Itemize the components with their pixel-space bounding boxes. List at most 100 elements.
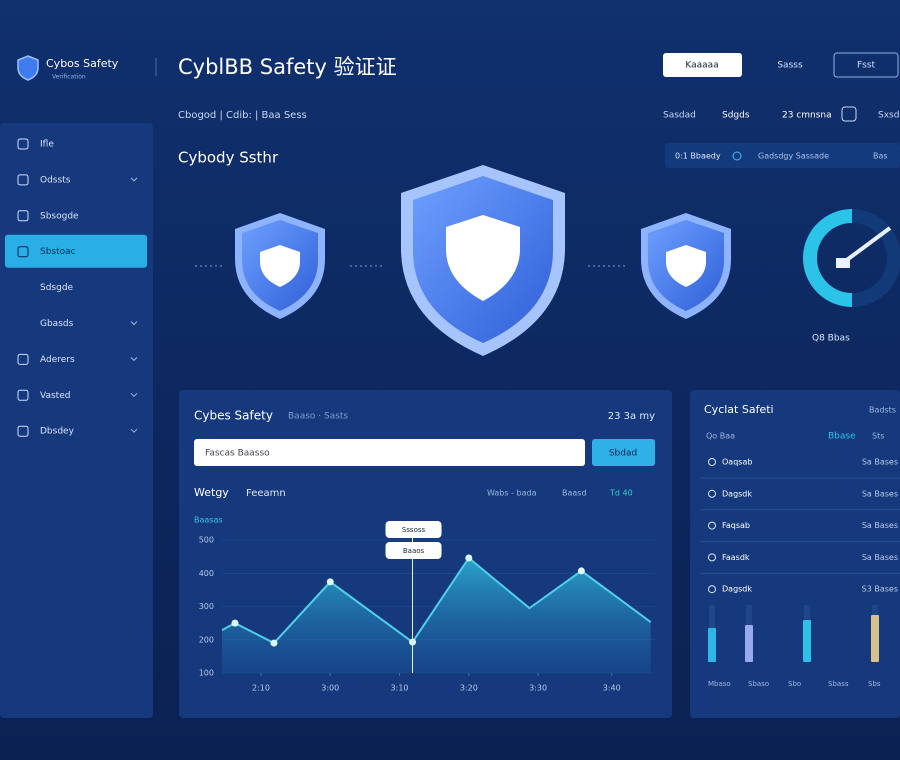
x-tick-label: 2:10 — [252, 684, 270, 693]
point — [465, 554, 473, 562]
tooltip-title: Sssoss — [402, 526, 426, 534]
row-icon — [708, 521, 716, 530]
x-tick-label: 3:10 — [391, 684, 409, 693]
outline-button-label[interactable]: Fsst — [857, 61, 876, 71]
activity-label: Sbaso — [748, 680, 769, 688]
gauge-label: Q8 Bbas — [812, 334, 850, 344]
top-bar — [0, 40, 900, 92]
row-value: Sa Bases — [862, 553, 898, 562]
row-icon — [708, 553, 716, 562]
point — [231, 619, 239, 627]
area-fill — [222, 557, 651, 673]
toolbar-item[interactable]: Sasdad — [663, 111, 696, 121]
toolbar-item[interactable]: 23 cmnsna — [782, 111, 832, 121]
hero-title: Cybody Ssthr — [178, 149, 279, 167]
panel-title: Cybes Safety — [194, 409, 273, 423]
right-panel — [690, 390, 900, 718]
row-icon — [708, 458, 716, 466]
x-tick-label: 3:40 — [603, 684, 621, 693]
sidebar — [0, 123, 153, 718]
shield-main — [401, 165, 565, 356]
input-placeholder: Fascas Baasso — [205, 449, 270, 459]
legend-tab[interactable]: Feeamn — [246, 488, 286, 499]
right-tab[interactable]: Sts — [872, 432, 884, 441]
row-label: Dagsdk — [722, 489, 752, 498]
row-icon — [708, 585, 716, 594]
page-title: CyblBB Safety 验证证 — [178, 55, 397, 79]
tooltip-value: Baaos — [403, 547, 425, 555]
sidebar-icon — [17, 210, 29, 222]
filter[interactable]: Td 40 — [609, 489, 633, 498]
brand: Cybos Safety — [46, 57, 119, 70]
sidebar-icon — [17, 174, 29, 186]
row-label: Faqsab — [722, 521, 750, 530]
row-label: Oaqsab — [722, 458, 752, 467]
row-icon — [708, 489, 716, 498]
gauge — [803, 209, 900, 307]
filter[interactable]: Baasd — [562, 489, 587, 498]
sidebar-item[interactable]: Sdsgde — [40, 283, 74, 293]
toolbar-item[interactable]: Sdgds — [722, 111, 750, 121]
row-value: Sa Bases — [862, 489, 898, 498]
toolbar-box — [841, 106, 857, 122]
point — [577, 567, 585, 575]
chevron — [130, 321, 138, 326]
sidebar-item[interactable]: Vasted — [40, 391, 70, 401]
row-value: Sa Bases — [862, 458, 898, 467]
right-filter[interactable]: Qo Baa — [706, 432, 735, 441]
sidebar-item[interactable]: Aderers — [40, 355, 75, 365]
activity-label: Mbaso — [708, 680, 731, 688]
shield-right — [641, 213, 731, 319]
y-tick-label: 300 — [199, 602, 214, 611]
search-chip: 0:1 Bbaedy — [675, 152, 721, 161]
text-input[interactable] — [194, 439, 585, 466]
submit-button[interactable] — [592, 439, 655, 466]
sidebar-icon — [17, 246, 29, 258]
sidebar-item[interactable]: Odssts — [40, 175, 71, 185]
x-tick-label: 3:30 — [529, 684, 547, 693]
panel-time: 23 3a my — [608, 411, 655, 422]
tooltip-box — [385, 542, 442, 559]
logo — [17, 55, 39, 81]
primary-button[interactable] — [663, 53, 742, 77]
activity-label: Sbs — [868, 680, 881, 688]
right-tab[interactable]: Bbase — [828, 432, 856, 442]
sidebar-item[interactable]: Gbasds — [40, 319, 74, 329]
y-tick-label: 500 — [199, 536, 214, 545]
filter[interactable]: Wabs - bada — [487, 489, 537, 498]
y-tick-label: 400 — [199, 569, 214, 578]
sidebar-item[interactable]: Sbsogde — [40, 211, 79, 221]
breadcrumb: Cbogod | Cdib: | Baa Sess — [178, 110, 307, 121]
toolbar-item[interactable]: Sxsd — [878, 111, 899, 121]
search-bar[interactable] — [665, 143, 900, 168]
x-tick-label: 3:20 — [460, 684, 478, 693]
row-value: S3 Bases — [862, 585, 898, 594]
sidebar-icon — [17, 389, 29, 401]
activity-bar — [871, 615, 879, 662]
primary-button-label[interactable]: Kaaaaa — [685, 61, 718, 71]
sidebar-icon — [17, 138, 29, 150]
chevron — [130, 392, 138, 398]
activity-label: Sbass — [828, 680, 849, 688]
header-link[interactable]: Sasss — [777, 61, 803, 71]
submit-label[interactable]: Sbdad — [609, 449, 637, 459]
sidebar-item[interactable]: Dbsdey — [40, 427, 75, 437]
search-text: Gadsdgy Sassade — [758, 152, 829, 161]
sidebar-item[interactable]: Sbstoac — [40, 247, 76, 257]
activity-label: Sbo — [788, 680, 801, 688]
row-label: Faasdk — [722, 553, 750, 562]
tooltip-box — [385, 521, 442, 538]
point — [270, 639, 278, 647]
right-action[interactable]: Badsts — [869, 406, 896, 415]
activity-bar — [745, 625, 753, 662]
brand-sub: Verification — [52, 74, 86, 81]
panel-subtitle: Baaso · Sasts — [288, 412, 348, 422]
outline-button[interactable] — [833, 52, 899, 78]
y-tick-label: 100 — [199, 669, 214, 678]
activity-bar — [803, 620, 811, 662]
chevron — [130, 357, 138, 362]
sidebar-item[interactable]: Ifle — [40, 140, 54, 150]
row-label: Dagsdk — [722, 585, 752, 594]
chevron — [130, 177, 138, 182]
